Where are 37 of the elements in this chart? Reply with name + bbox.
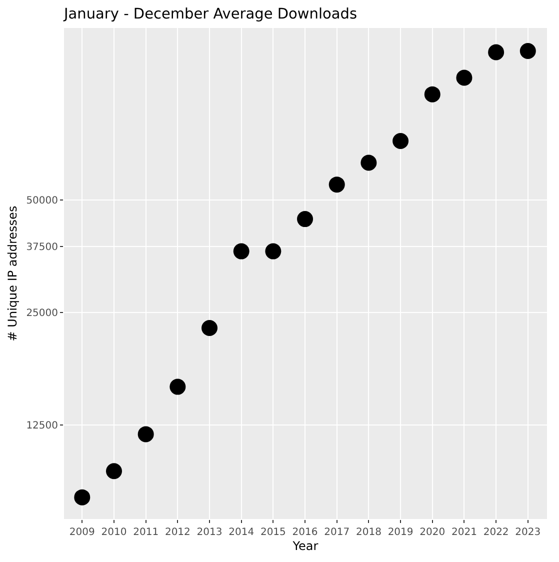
x-tick-label: 2022: [483, 527, 509, 538]
x-tick-label: 2014: [228, 527, 254, 538]
x-tick-label: 2018: [356, 527, 382, 538]
y-axis-title: # Unique IP addresses: [5, 206, 20, 342]
x-axis-title: Year: [292, 538, 318, 553]
x-tick-label: 2015: [260, 527, 286, 538]
chart-title: January - December Average Downloads: [63, 6, 358, 23]
x-tick-label: 2019: [388, 527, 414, 538]
point: [297, 211, 314, 228]
x-tick-label: 2016: [292, 527, 318, 538]
y-tick-label: 37500: [26, 242, 58, 253]
y-tick-label: 25000: [26, 308, 58, 319]
point: [265, 243, 282, 260]
x-tick-label: 2023: [515, 527, 541, 538]
x-tick-label: 2021: [451, 527, 477, 538]
point: [106, 463, 122, 480]
y-tick-label: 50000: [26, 195, 58, 206]
x-tick-label: 2013: [196, 527, 222, 538]
point: [392, 133, 409, 149]
x-tick-label: 2012: [164, 527, 190, 538]
point: [233, 243, 250, 260]
point: [456, 70, 472, 86]
x-tick-label: 2010: [101, 527, 127, 538]
point: [202, 320, 218, 336]
point: [488, 44, 504, 60]
y-tick-label: 12500: [26, 420, 58, 432]
x-tick-label: 2011: [133, 527, 159, 538]
x-tick-label: 2017: [324, 527, 350, 538]
point: [520, 42, 536, 59]
point: [328, 176, 345, 193]
x-tick-label: 2009: [69, 527, 95, 538]
point: [170, 378, 186, 395]
x-tick-label: 2020: [420, 527, 446, 538]
point: [138, 426, 154, 442]
point: [360, 154, 377, 171]
point: [74, 489, 90, 506]
point: [424, 86, 440, 102]
